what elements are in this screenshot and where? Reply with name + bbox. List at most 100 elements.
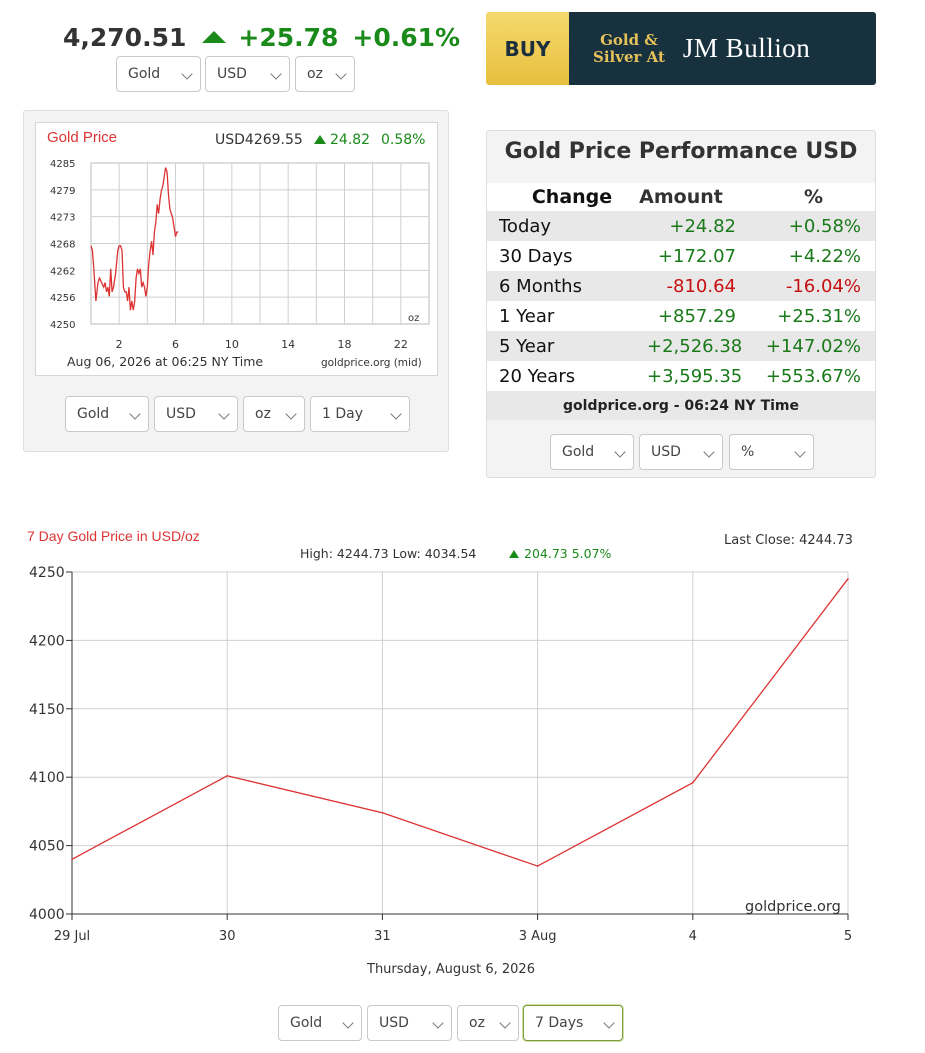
intraday-unit-select[interactable]: oz [243,396,305,432]
seven-day-metal-select[interactable]: Gold [278,1005,362,1041]
price-change-percent: +0.61% [352,22,461,52]
intraday-currency-select[interactable]: USD [154,396,238,432]
performance-source: goldprice.org - 06:24 NY Time [487,391,875,420]
performance-table: Change Amount % Today +24.82 +0.58% 30 D… [487,183,875,420]
y-tick-label: 4200 [29,633,65,649]
unit-select-value: oz [307,66,323,82]
banner-tagline-line2: Silver At [593,47,665,66]
banner-tagline: Gold & Silver At [593,31,665,66]
performance-format-select[interactable]: % [729,434,814,470]
performance-format-select-value: % [741,444,755,460]
y-tick-label: 4285 [50,159,75,170]
seven-day-range-select-value: 7 Days [535,1015,584,1031]
seven-day-range-select[interactable]: 7 Days [523,1005,623,1041]
y-tick-label: 4262 [50,266,75,277]
header-change: Change [531,186,613,208]
chevron-down-icon [603,1017,615,1029]
metal-select[interactable]: Gold [116,56,201,92]
row-label: 20 Years [499,365,576,387]
chevron-down-icon [614,446,626,458]
banner-brand-area: Gold & Silver At JM Bullion [569,12,876,85]
currency-select-value: USD [217,66,247,82]
seven-day-stats: High: 4244.73 Low: 4034.54 [300,546,476,561]
seven-day-price-line [71,578,849,867]
seven-day-stats-change: 204.73 5.07% [524,546,612,561]
y-tick-label: 4000 [29,907,65,923]
x-tick-label: 29 Jul [54,929,90,944]
table-row: 6 Months -810.64 -16.04% [487,271,875,301]
seven-day-currency-select[interactable]: USD [367,1005,452,1041]
x-tick-label: 18 [338,338,352,351]
y-tick-label: 4150 [29,702,65,718]
intraday-headline-price: USD4269.55 [215,132,303,148]
chevron-down-icon [703,446,715,458]
jm-bullion-logo: JM Bullion [682,33,811,63]
row-percent: -16.04% [785,275,861,297]
intraday-range-select-value: 1 Day [322,406,364,422]
seven-day-unit-select[interactable]: oz [457,1005,519,1041]
row-amount: +24.82 [669,215,736,237]
chevron-down-icon [181,68,193,80]
chevron-down-icon [129,408,141,420]
table-row: 30 Days +172.07 +4.22% [487,241,875,271]
header-percent: % [803,186,824,208]
intraday-source: goldprice.org (mid) [321,357,422,369]
row-label: 6 Months [499,275,582,297]
seven-day-currency-select-value: USD [379,1015,409,1031]
performance-metal-select[interactable]: Gold [550,434,634,470]
intraday-price-line [90,167,179,311]
x-tick-label: 3 Aug [519,929,557,944]
intraday-unit-label: oz [408,313,419,324]
intraday-chart-title: Gold Price [47,129,117,146]
intraday-range-select[interactable]: 1 Day [310,396,410,432]
x-tick-label: 30 [219,929,236,944]
y-tick-label: 4256 [50,293,75,304]
performance-currency-select-value: USD [651,444,681,460]
seven-day-date-label: Thursday, August 6, 2026 [366,962,535,977]
row-percent: +147.02% [765,335,861,357]
seven-day-chart: 4000 4050 4100 4150 4200 4250 29 Jul 30 31 3 Aug… [0,520,925,990]
row-percent: +4.22% [788,245,861,267]
intraday-chart: 4250 4256 4262 4268 4273 4279 4285 2 6 10 14 18 22 … [35,122,438,376]
x-tick-label: 4 [689,929,697,944]
chevron-down-icon [432,1017,444,1029]
table-row: 5 Year +2,526.38 +147.02% [487,331,875,361]
seven-day-watermark: goldprice.org [745,899,841,915]
seven-day-chart-title: 7 Day Gold Price in USD/oz [27,528,200,544]
x-tick-label: 2 [116,338,123,351]
seven-day-unit-select-value: oz [469,1015,485,1031]
row-label: Today [499,215,552,237]
row-percent: +0.58% [788,215,861,237]
y-tick-label: 4250 [50,320,75,331]
intraday-headline-percent: 0.58% [381,132,425,148]
row-label: 30 Days [499,245,573,267]
unit-select[interactable]: oz [295,56,355,92]
x-tick-label: 31 [374,929,391,944]
chevron-down-icon [218,408,230,420]
spot-price: 4,270.51 [63,22,187,52]
price-ticker: 4,270.51 +25.78 +0.61% [63,20,460,54]
arrow-up-icon [202,31,227,43]
row-percent: +25.31% [777,305,861,327]
intraday-metal-select[interactable]: Gold [65,396,149,432]
intraday-metal-select-value: Gold [77,406,110,422]
chevron-down-icon [390,408,402,420]
performance-table-header: Change Amount % [487,183,875,211]
currency-select[interactable]: USD [205,56,290,92]
row-amount: +2,526.38 [647,335,743,357]
y-tick-label: 4250 [29,565,65,581]
header-amount: Amount [639,186,723,208]
intraday-unit-select-value: oz [255,406,271,422]
table-row: 1 Year +857.29 +25.31% [487,301,875,331]
x-tick-label: 5 [844,929,852,944]
performance-title: Gold Price Performance USD [504,139,858,164]
performance-currency-select[interactable]: USD [639,434,723,470]
jm-bullion-ad-banner[interactable]: BUY Gold & Silver At JM Bullion [486,12,876,85]
chevron-down-icon [794,446,806,458]
y-tick-label: 4268 [50,240,75,251]
intraday-timestamp: Aug 06, 2026 at 06:25 NY Time [67,354,263,369]
row-label: 1 Year [499,305,555,327]
row-amount: -810.64 [666,275,736,297]
x-tick-label: 10 [225,338,239,351]
